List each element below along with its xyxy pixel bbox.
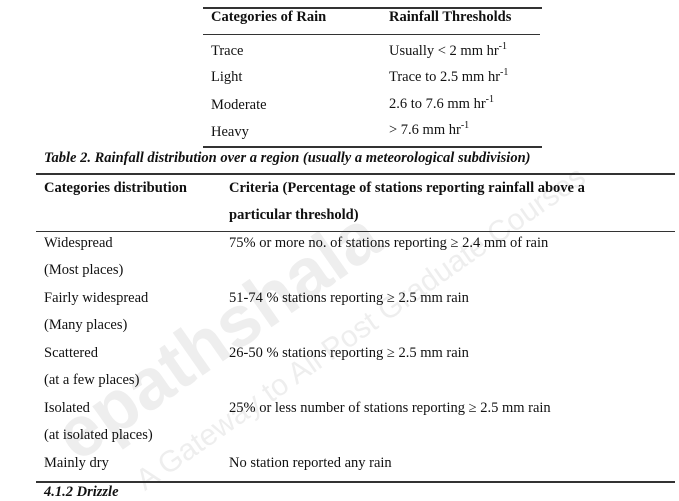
table2-row-criteria: 26-50 % stations reporting ≥ 2.5 mm rain [229, 345, 469, 361]
table2-caption: Table 2. Rainfall distribution over a re… [44, 150, 531, 166]
table1-header-category: Categories of Rain [211, 9, 327, 25]
table2-header-criteria: Criteria (Percentage of stations reporti… [229, 180, 585, 196]
table1-row-category: Heavy [211, 124, 249, 140]
table1-header-threshold: Rainfall Thresholds [389, 9, 512, 25]
table2-row-subcategory: (at a few places) [44, 372, 140, 388]
table2-row-criteria: 51-74 % stations reporting ≥ 2.5 mm rain [229, 290, 469, 306]
table1-header-border [203, 34, 540, 35]
next-section-heading: 4.1.2 Drizzle [44, 484, 119, 500]
table2-row-criteria: 75% or more no. of stations reporting ≥ … [229, 235, 549, 251]
table2-row-subcategory: (at isolated places) [44, 427, 153, 443]
table2-row-subcategory: (Many places) [44, 317, 128, 333]
table2-row-category: Widespread [44, 235, 113, 251]
table2-header-border [36, 231, 675, 232]
table1-row-category: Moderate [211, 97, 267, 113]
table2-row-subcategory: (Most places) [44, 262, 124, 278]
table1-top-border [203, 7, 542, 9]
table1-row-threshold: 2.6 to 7.6 mm hr-1 [389, 94, 495, 113]
table2-row-criteria: 25% or less number of stations reporting… [229, 400, 551, 416]
table1-row-threshold: Usually < 2 mm hr-1 [389, 41, 508, 60]
table2-row-category: Mainly dry [44, 455, 109, 471]
table2-row-category: Isolated [44, 400, 90, 416]
table2-header-category: Categories distribution [44, 180, 187, 196]
table2-row-category: Scattered [44, 345, 98, 361]
table2-top-border [36, 173, 675, 175]
table1-row-category: Light [211, 69, 243, 85]
table2-row-category: Fairly widespread [44, 290, 149, 306]
table2-row-criteria: No station reported any rain [229, 455, 392, 471]
table1-row-category: Trace [211, 43, 244, 59]
table1-row-threshold: Trace to 2.5 mm hr-1 [389, 67, 509, 86]
table1-row-threshold: > 7.6 mm hr-1 [389, 120, 470, 139]
table2-header-criteria-cont: particular threshold) [229, 207, 359, 223]
table2-bottom-border [36, 481, 675, 483]
table1-bottom-border [203, 146, 542, 148]
watermark-tagline: A Gateway to All Post Graduate Courses [130, 160, 592, 498]
